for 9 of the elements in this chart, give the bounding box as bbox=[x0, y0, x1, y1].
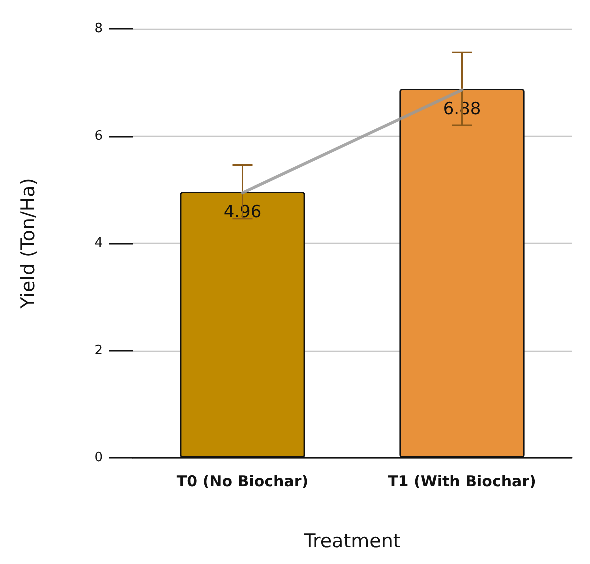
y-tick-label: 6 bbox=[94, 128, 103, 144]
x-axis-title: Treatment bbox=[303, 530, 401, 552]
y-axis-title: Yield (Ton/Ha) bbox=[18, 178, 40, 310]
y-tick-label: 8 bbox=[94, 22, 103, 36]
y-tick-label: 0 bbox=[94, 450, 103, 466]
y-tick-label: 2 bbox=[94, 343, 103, 358]
y-tick-label: 4 bbox=[94, 236, 103, 251]
x-tick-label: T0 (No Biochar) bbox=[176, 472, 309, 490]
x-tick-label: T1 (With Biochar) bbox=[388, 472, 536, 490]
